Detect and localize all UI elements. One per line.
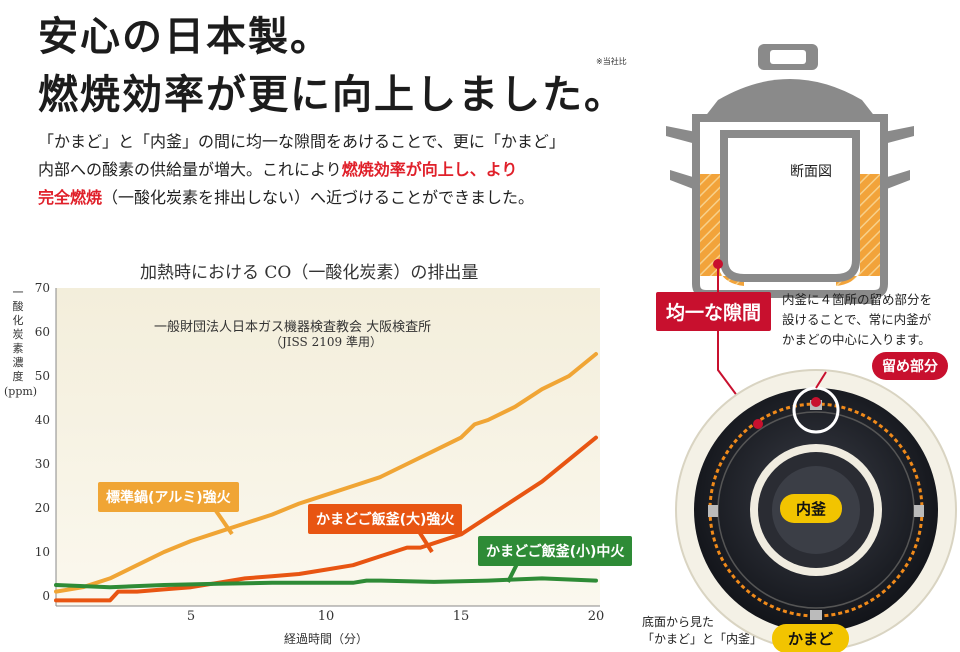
y-tick-label: 30 — [35, 457, 50, 471]
y-tick-label: 40 — [35, 413, 50, 427]
stopper — [914, 505, 924, 517]
description-text: （一酸化炭素を排出しない）へ近づけることができました。 — [102, 188, 535, 207]
legend-kamado-small: かまどご飯釜(小)中火 — [478, 536, 633, 566]
y-tick-label: 0 — [42, 589, 50, 603]
y-tick-label: 50 — [35, 369, 50, 383]
lid-knob-inner — [770, 50, 806, 64]
comparison-note: ※当社比 — [596, 57, 627, 66]
gap-note: 内釜に４箇所の留め部分を 設けることで、常に内釜が かまどの中心に入ります。 — [782, 290, 932, 350]
legend-standard-pot: 標準鍋(アルミ)強火 — [98, 482, 239, 512]
chart-ylabel: 一酸化炭素濃度 — [12, 286, 24, 383]
headline-line1: 安心の日本製。 — [38, 13, 332, 60]
headline-line2: 燃焼効率が更に向上しました。 — [38, 71, 626, 118]
description-highlight: 燃焼効率が向上し、より — [341, 160, 518, 179]
right-gap-hatch — [836, 174, 882, 286]
legend-kamado-large: かまどご飯釜(大)強火 — [308, 504, 463, 534]
description-line2: 内部への酸素の供給量が増大。これにより燃焼効率が向上し、より — [38, 156, 565, 184]
y-tick-label: 20 — [35, 501, 50, 515]
stopper-label: 留め部分 — [872, 352, 948, 380]
inner-pot-label: 内釜 — [780, 494, 843, 523]
x-tick-label: 5 — [187, 609, 195, 624]
fin-right — [884, 170, 910, 190]
y-tick-label: 60 — [35, 325, 50, 339]
series-line-3 — [54, 576, 598, 590]
y-tick-labels: 0 10 20 30 40 50 60 70 — [35, 281, 50, 603]
gap-badge: 均一な隙間 — [656, 292, 772, 331]
description: 「かまど」と「内釜」の間に均一な隙間をあけることで、更に「かまど」 内部への酸素… — [38, 128, 565, 212]
lid — [704, 79, 876, 118]
bottom-caption-line: 底面から見た — [642, 615, 715, 629]
kamado-label: かまど — [772, 624, 850, 652]
description-highlight: 完全燃焼 — [38, 188, 103, 207]
chart-source-line1: 一般財団法人日本ガス機器検査教会 大阪検査所 — [154, 320, 432, 335]
stopper-marker-dot — [811, 397, 821, 407]
foot-right — [844, 294, 874, 304]
y-tick-label: 10 — [35, 545, 50, 559]
bottom-caption: 底面から見た 「かまど」と「内釜」 — [642, 614, 762, 648]
left-gap-hatch — [698, 174, 744, 286]
cross-section — [666, 44, 914, 304]
gap-note-line: 内釜に４箇所の留め部分を — [782, 292, 933, 307]
gap-note-line: かまどの中心に入ります。 — [782, 332, 931, 347]
handle-left — [666, 126, 696, 144]
inner-pot-section — [720, 130, 860, 282]
chart-xlabel: 経過時間（分） — [284, 632, 369, 646]
description-line1: 「かまど」と「内釜」の間に均一な隙間をあけることで、更に「かまど」 — [38, 132, 565, 151]
description-text: 内部への酸素の供給量が増大。これにより — [38, 160, 342, 179]
description-line3: 完全燃焼（一酸化炭素を排出しない）へ近づけることができました。 — [38, 184, 565, 212]
gap-note-line: 設けることで、常に内釜が — [782, 312, 932, 327]
bottom-caption-line: 「かまど」と「内釜」 — [642, 632, 763, 646]
handle-right — [884, 126, 914, 144]
stopper-leader-line — [815, 371, 827, 389]
stopper — [708, 505, 718, 517]
cross-section-label: 断面図 — [790, 164, 832, 180]
fin-left — [670, 170, 696, 190]
series-lines — [54, 352, 598, 603]
callout-pointer — [506, 561, 520, 583]
chart-title: 加熱時における CO（一酸化炭素）の排出量 — [140, 263, 479, 283]
chart-yunit: (ppm) — [4, 385, 38, 398]
x-tick-labels: 5 10 15 20 — [187, 609, 604, 624]
gap-marker-dot — [753, 419, 763, 429]
callout-pointer — [212, 506, 234, 536]
x-tick-label: 10 — [318, 609, 335, 624]
y-tick-label: 70 — [35, 281, 50, 295]
callout-pointer — [416, 528, 434, 554]
x-tick-label: 15 — [453, 609, 470, 624]
gap-leader-dot — [713, 259, 723, 269]
stopper — [810, 610, 822, 620]
chart-source-line2: （JISS 2109 準用） — [270, 335, 382, 349]
series-line-1 — [54, 352, 598, 594]
x-tick-label: 20 — [588, 609, 605, 624]
series-line-2 — [54, 435, 598, 603]
